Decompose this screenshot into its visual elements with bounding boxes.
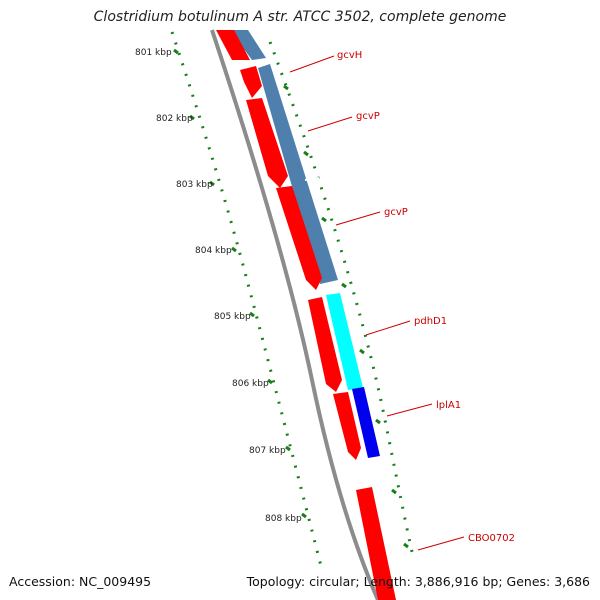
gene-feature — [216, 30, 250, 60]
major-ticks — [173, 48, 409, 549]
gene-feature — [246, 98, 288, 188]
tick-label: 801 kbp — [135, 48, 172, 58]
gene-feature — [230, 30, 266, 60]
backbone — [210, 29, 380, 600]
gene-feature — [333, 392, 361, 460]
gene-feature — [240, 66, 262, 98]
reverse-strand-features — [216, 30, 396, 600]
gene-label: gcvH — [337, 50, 362, 61]
gene-feature — [276, 186, 322, 290]
tick-label: 802 kbp — [156, 114, 193, 124]
gene-label: CBO0702 — [468, 533, 515, 544]
gene-label: pdhD1 — [414, 316, 447, 327]
gene-feature — [308, 297, 342, 392]
gene-feature — [352, 387, 380, 458]
gene-feature — [356, 487, 396, 600]
gene-label: lplA1 — [436, 400, 461, 411]
gene-label: gcvP — [384, 207, 408, 218]
gene-label: gcvP — [356, 111, 380, 122]
tick-label: 804 kbp — [195, 246, 232, 256]
tick-label: 805 kbp — [214, 312, 251, 322]
tick-label: 807 kbp — [249, 446, 286, 456]
accession-label: Accession: NC_009495 — [9, 574, 152, 589]
tick-label: 803 kbp — [176, 180, 213, 190]
gene-labels: gcvH gcvP gcvP pdhD1 lplA1 CBO0702 — [289, 50, 515, 551]
inner-tick-ring — [170, 31, 324, 571]
tick-label: 806 kbp — [232, 379, 269, 389]
forward-strand-features — [230, 30, 380, 458]
genome-summary: Topology: circular; Length: 3,886,916 bp… — [246, 574, 590, 589]
gene-feature — [326, 293, 363, 390]
tick-label: 808 kbp — [265, 514, 302, 524]
map-title: Clostridium botulinum A str. ATCC 3502, … — [93, 9, 507, 25]
gene-feature — [258, 64, 338, 284]
